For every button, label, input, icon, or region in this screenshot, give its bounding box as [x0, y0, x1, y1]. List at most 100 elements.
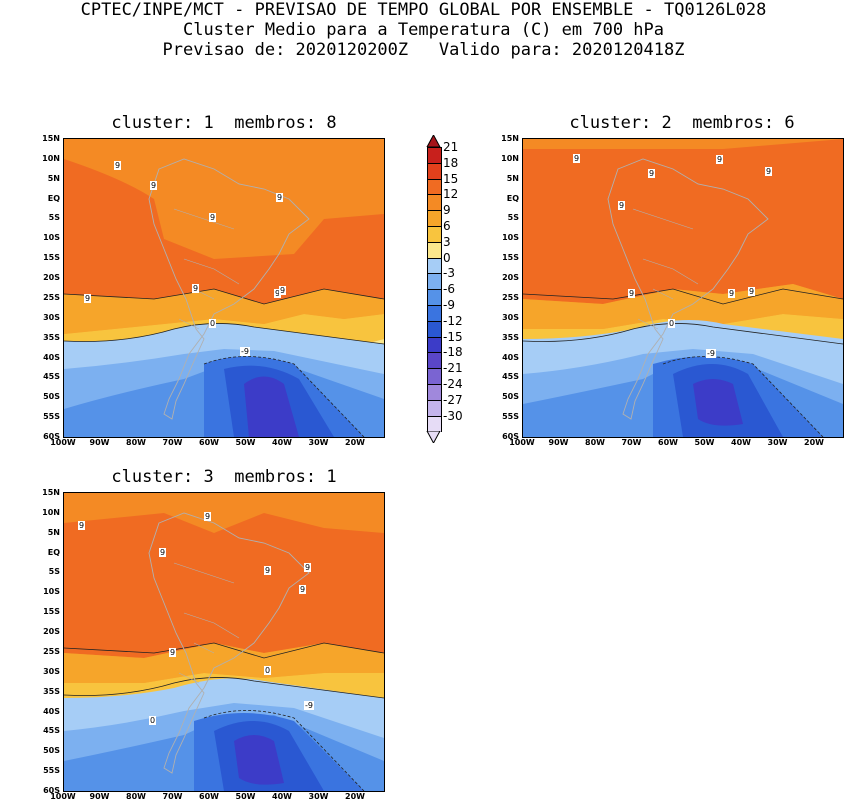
- colorbar-label: -12: [443, 313, 463, 328]
- contour-0: [64, 677, 384, 699]
- contour-label: 9: [274, 289, 282, 298]
- contour-label: 9: [748, 287, 756, 296]
- lat-label: 5N: [47, 173, 60, 183]
- colorbar-label: -6: [443, 282, 455, 297]
- lon-label: 20W: [804, 438, 824, 447]
- country-borders: [173, 208, 240, 330]
- colorbar-swatch: [427, 305, 442, 322]
- lat-label: 5S: [48, 213, 60, 223]
- lat-label: 50S: [43, 392, 60, 402]
- contour-label: 9: [276, 193, 284, 202]
- colorbar-label: 15: [443, 171, 459, 186]
- lon-label: 100W: [50, 792, 76, 801]
- contour-label: 9: [78, 521, 86, 530]
- lon-label: 80W: [126, 438, 146, 447]
- contour-label: 0: [149, 716, 157, 725]
- colorbar-swatch: [427, 273, 442, 291]
- colorbar-label: -30: [443, 408, 463, 423]
- colorbar-swatch: [427, 399, 442, 417]
- lat-label: 15N: [501, 134, 519, 143]
- lat-label: 45S: [43, 372, 60, 382]
- panel-1-title: cluster: 1 membros: 8: [111, 113, 337, 133]
- contour-label: 9: [628, 289, 636, 298]
- contour-label: -9: [240, 347, 250, 356]
- contour-label: 9: [209, 213, 217, 222]
- contour-0: [523, 323, 843, 345]
- lat-label: 25S: [43, 292, 60, 302]
- lat-label: 35S: [43, 332, 60, 342]
- lat-label: EQ: [47, 193, 60, 203]
- lat-label: 40S: [43, 352, 60, 362]
- temperature-band: [523, 139, 843, 304]
- colorbar-label: 18: [443, 155, 459, 170]
- contour-label: 9: [304, 563, 312, 572]
- temperature-band: [244, 376, 299, 437]
- contour-label: 9: [264, 566, 272, 575]
- contour-0: [64, 323, 384, 345]
- map-field-1: [64, 139, 384, 437]
- contour-label: 9: [648, 169, 656, 178]
- contour-label: 9: [279, 286, 287, 295]
- lon-label: 20W: [345, 792, 365, 801]
- map-panel-2: 9 9 9 9 9 9 9 9 0 -9: [522, 138, 844, 438]
- lon-label: 100W: [50, 438, 76, 447]
- lat-label: 30S: [43, 312, 60, 322]
- colorbar-label: -15: [443, 329, 463, 344]
- lat-label: 25S: [43, 646, 60, 656]
- contour-9: [64, 288, 384, 305]
- lat-label: 5N: [506, 173, 519, 183]
- temperature-band: [234, 735, 284, 785]
- contour-label: -9: [706, 349, 716, 358]
- colorbar-label: 9: [443, 203, 451, 218]
- colorbar-swatch: [427, 368, 442, 385]
- colorbar-swatch: [427, 336, 442, 354]
- contour-label: 9: [114, 161, 122, 170]
- map-panel-3: 9 9 9 9 9 9 9 0 0 -9: [63, 492, 385, 792]
- coastline: [148, 512, 310, 774]
- country-borders: [173, 562, 240, 684]
- panel-3-title: cluster: 3 membros: 1: [111, 467, 337, 487]
- contour-9: [64, 642, 384, 659]
- contour-label: 9: [150, 181, 158, 190]
- contour-label: 0: [209, 319, 217, 328]
- colorbar-label: -27: [443, 392, 463, 407]
- lon-label: 30W: [767, 438, 788, 447]
- colorbar-swatch: [427, 352, 442, 370]
- contour-label: 9: [573, 154, 581, 163]
- lon-label: 40W: [272, 792, 292, 801]
- lat-label: 20S: [502, 273, 519, 283]
- lon-label: 100W: [509, 438, 535, 447]
- colorbar-swatch: [427, 194, 442, 212]
- colorbar-label: 6: [443, 219, 451, 233]
- colorbar-label: 3: [443, 234, 451, 249]
- lat-label: 20S: [43, 627, 60, 637]
- lat-label: 45S: [502, 372, 519, 382]
- lat-label: EQ: [506, 193, 519, 203]
- lat-label: EQ: [47, 547, 60, 557]
- lat-label: 40S: [43, 706, 60, 716]
- lon-label: 40W: [731, 438, 751, 447]
- lon-label: 90W: [548, 438, 569, 447]
- lat-label: 15S: [43, 607, 60, 617]
- contour-label: 9: [204, 512, 212, 521]
- colorbar-label: -9: [443, 298, 455, 312]
- map-panel-1: 9 9 9 9 9 9 9 9 0 -9: [63, 138, 385, 438]
- colorbar-label: 12: [443, 187, 459, 202]
- temperature-band: [64, 289, 384, 334]
- lat-label: 10N: [42, 153, 60, 163]
- contour-label: 0: [668, 319, 676, 328]
- lat-label: 5S: [507, 213, 519, 223]
- lat-label: 50S: [43, 746, 60, 756]
- colorbar-swatch: [427, 147, 442, 164]
- colorbar-swatch: [427, 320, 442, 338]
- contour-label: -9: [304, 701, 314, 710]
- lon-label: 70W: [621, 438, 642, 447]
- lat-label: 55S: [502, 412, 519, 422]
- lat-label: 25S: [502, 292, 519, 302]
- lon-label: 50W: [694, 438, 715, 447]
- colorbar-bottom-arrow: [426, 431, 441, 444]
- lat-label: 15S: [502, 253, 519, 263]
- lon-label: 80W: [126, 792, 146, 801]
- header-line-3: Previsao de: 2020120200Z Valido para: 20…: [162, 40, 685, 60]
- lat-label: 10S: [43, 233, 60, 243]
